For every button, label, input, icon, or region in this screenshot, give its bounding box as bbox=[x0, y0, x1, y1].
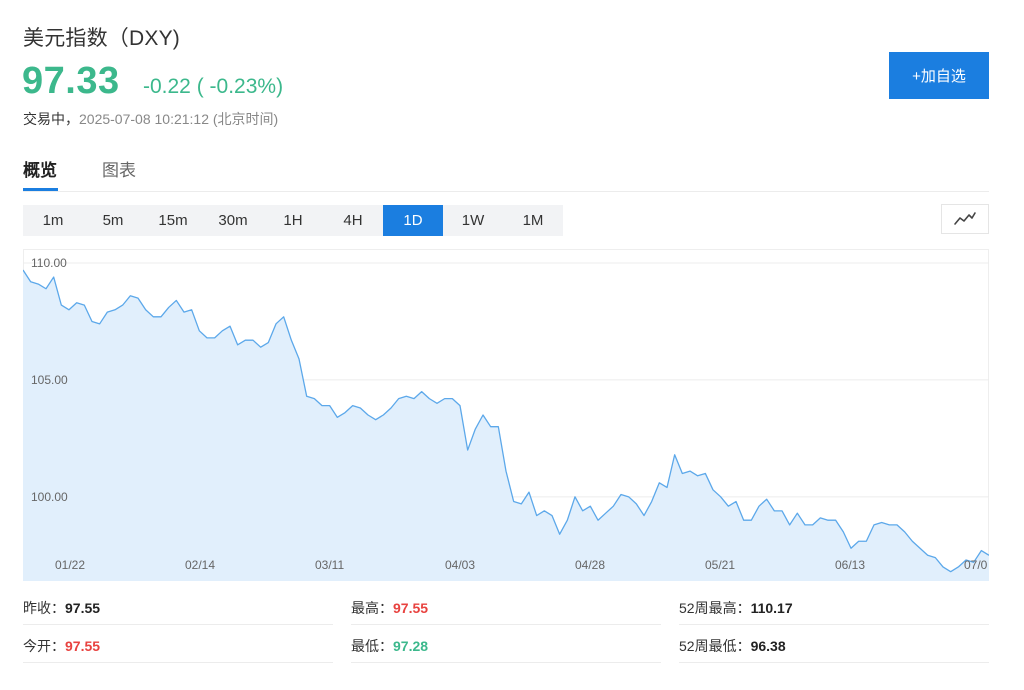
timestamp: 2025-07-08 10:21:12 (北京时间) bbox=[79, 111, 279, 127]
x-tick-label: 05/21 bbox=[705, 558, 735, 572]
stat-label: 52周最高： bbox=[679, 599, 751, 616]
x-tick-label: 06/13 bbox=[835, 558, 865, 572]
current-price: 97.33 bbox=[22, 60, 120, 102]
x-tick-label: 07/0 bbox=[964, 558, 988, 572]
y-tick-label: 100.00 bbox=[31, 490, 68, 504]
stat-low: 最低： 97.28 bbox=[351, 629, 661, 663]
tab-bar: 概览 图表 bbox=[23, 150, 989, 192]
stat-label: 52周最低： bbox=[679, 637, 751, 654]
line-chart-icon bbox=[954, 212, 976, 225]
x-tick-label: 01/22 bbox=[55, 558, 85, 572]
stat-prev-close: 昨收： 97.55 bbox=[23, 591, 333, 625]
x-tick-label: 04/28 bbox=[575, 558, 605, 572]
period-1d[interactable]: 1D bbox=[383, 205, 443, 236]
stat-high: 最高： 97.55 bbox=[351, 591, 661, 625]
stat-label: 昨收： bbox=[23, 599, 65, 616]
price-line bbox=[23, 269, 989, 573]
period-1mo[interactable]: 1M bbox=[522, 212, 544, 229]
period-1m[interactable]: 1m bbox=[42, 212, 64, 229]
stat-value: 97.55 bbox=[393, 599, 429, 616]
stat-open: 今开： 97.55 bbox=[23, 629, 333, 663]
tab-chart[interactable]: 图表 bbox=[102, 161, 136, 180]
stat-label: 最低： bbox=[351, 637, 393, 654]
active-tab-indicator bbox=[23, 188, 58, 191]
x-tick-label: 04/03 bbox=[445, 558, 475, 572]
stat-value: 97.55 bbox=[65, 637, 101, 654]
period-1w[interactable]: 1W bbox=[461, 212, 485, 229]
page-title: 美元指数（DXY) bbox=[23, 27, 180, 50]
x-tick-label: 03/11 bbox=[315, 558, 344, 572]
add-watchlist-button[interactable]: +加自选 bbox=[889, 52, 989, 99]
stat-label: 最高： bbox=[351, 599, 393, 616]
tab-overview[interactable]: 概览 bbox=[23, 161, 57, 180]
stat-value: 96.38 bbox=[750, 637, 786, 654]
stat-value: 97.55 bbox=[65, 599, 101, 616]
period-5m[interactable]: 5m bbox=[102, 212, 124, 229]
y-tick-label: 110.00 bbox=[31, 256, 67, 270]
y-tick-label: 105.00 bbox=[31, 373, 68, 387]
period-15m[interactable]: 15m bbox=[158, 212, 188, 229]
price-change: -0.22 ( -0.23%) bbox=[143, 75, 284, 98]
stat-52w-high: 52周最高： 110.17 bbox=[679, 591, 989, 625]
price-chart: 110.00 105.00 100.00 01/22 02/14 03/11 04/03 04… bbox=[23, 249, 989, 581]
stat-value: 97.28 bbox=[393, 637, 429, 654]
chart-type-toggle[interactable] bbox=[941, 204, 989, 234]
stat-52w-low: 52周最低： 96.38 bbox=[679, 629, 989, 663]
period-30m[interactable]: 30m bbox=[218, 212, 248, 229]
period-selector: 1m 5m 15m 30m 1H 4H 1D 1W 1M bbox=[23, 205, 563, 236]
stat-value: 110.17 bbox=[750, 599, 793, 616]
stat-label: 今开： bbox=[23, 637, 65, 654]
trading-status: 交易中，2025-07-08 10:21:12 (北京时间) bbox=[23, 109, 278, 129]
status-label: 交易中， bbox=[23, 111, 79, 127]
period-4h[interactable]: 4H bbox=[343, 212, 363, 229]
price-area bbox=[23, 270, 989, 581]
period-1h[interactable]: 1H bbox=[283, 212, 303, 229]
x-tick-label: 02/14 bbox=[185, 558, 215, 572]
